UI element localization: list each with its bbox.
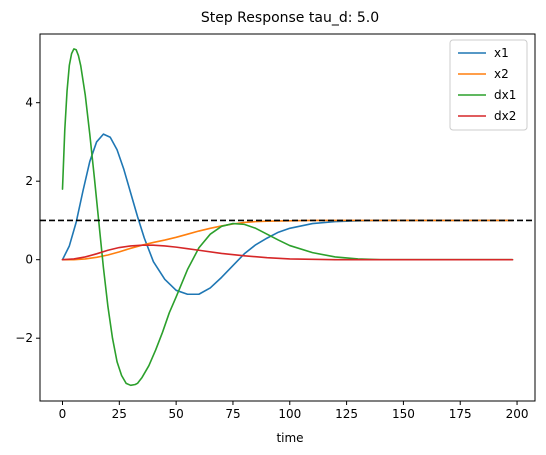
x-tick-label: 125 — [335, 407, 358, 421]
x-axis-title: time — [276, 431, 303, 445]
plot-frame — [39, 33, 536, 402]
x-tick-label: 200 — [506, 407, 529, 421]
x-tick-label: 175 — [449, 407, 472, 421]
y-tick-label: −2 — [15, 331, 33, 345]
y-tick-label: 4 — [25, 96, 33, 110]
legend-label-dx2: dx2 — [494, 109, 516, 123]
legend-box — [449, 39, 528, 131]
legend-label-x1: x1 — [494, 46, 509, 60]
x-tick-label: 0 — [59, 407, 67, 421]
series-line-dx1 — [61, 48, 514, 387]
legend: x1 x2 dx1 dx2 — [449, 39, 528, 131]
axis-ticks: 0 25 50 75 100 125 150 175 200 −2 0 2 4 — [15, 96, 528, 421]
y-tick-label: 0 — [25, 253, 33, 267]
y-tick-label: 2 — [25, 174, 33, 188]
x-tick-label: 50 — [168, 407, 183, 421]
chart-title: Step Response tau_d: 5.0 — [201, 10, 379, 26]
legend-label-x2: x2 — [494, 67, 509, 81]
series-group — [40, 48, 535, 387]
legend-label-dx1: dx1 — [494, 88, 516, 102]
series-line-dx2 — [61, 244, 514, 261]
x-tick-label: 75 — [225, 407, 240, 421]
x-tick-label: 100 — [278, 407, 301, 421]
x-tick-label: 150 — [392, 407, 415, 421]
x-tick-label: 25 — [112, 407, 127, 421]
plot-area — [40, 48, 535, 387]
